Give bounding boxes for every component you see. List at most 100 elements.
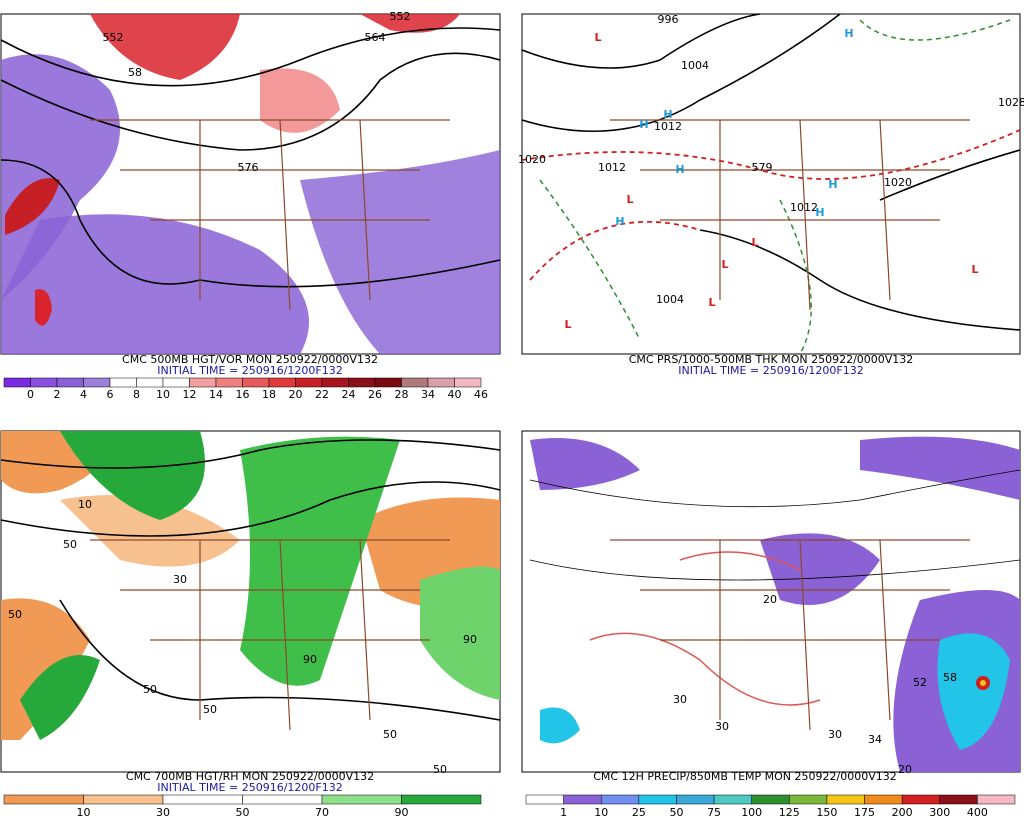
colorbar-label: 40: [448, 388, 462, 401]
contour-label: 10: [78, 498, 92, 511]
contour-label: 1020: [518, 153, 546, 166]
contour-label: 30: [673, 693, 687, 706]
colorbar-swatch: [321, 377, 349, 388]
colorbar-swatch: [162, 377, 190, 388]
colorbar-label: 6: [107, 388, 114, 401]
contour-label: 579: [752, 161, 773, 174]
contour-label: 50: [8, 608, 22, 621]
colorbar-label: 26: [368, 388, 382, 401]
high-marker: H: [675, 163, 684, 176]
colorbar-label: 30: [156, 806, 170, 819]
colorbar-swatch: [189, 377, 217, 388]
colorbar-swatch: [268, 377, 296, 388]
high-marker: H: [639, 118, 648, 131]
colorbar-swatch: [638, 794, 677, 805]
colorbar-label: 16: [236, 388, 250, 401]
high-marker: H: [815, 206, 824, 219]
colorbar-swatch: [242, 377, 270, 388]
colorbar-swatch: [401, 377, 429, 388]
colorbar-label: 10: [594, 806, 608, 819]
map-precip: [521, 430, 1021, 773]
map-pressure: [521, 13, 1021, 355]
colorbar-swatch: [826, 794, 865, 805]
contour-label: 996: [658, 13, 679, 26]
contour-label: 1004: [656, 293, 684, 306]
labels: CMC 500MB HGT/VOR MON 250922/0000V132 INI…: [3, 10, 1024, 819]
colorbar-swatch: [454, 377, 482, 388]
colorbar-label: 125: [779, 806, 800, 819]
contour-label: 20: [763, 593, 777, 606]
colorbar-swatch: [30, 377, 58, 388]
contour-label: 50: [63, 538, 77, 551]
colorbar-swatch: [374, 377, 402, 388]
colorbar-label: 10: [156, 388, 170, 401]
colorbar-label: 10: [77, 806, 91, 819]
caption: CMC 500MB HGT/VOR MON 250922/0000V132: [122, 353, 378, 366]
colorbar-swatch: [600, 794, 640, 805]
high-marker: H: [663, 108, 672, 121]
high-marker: H: [615, 215, 624, 228]
colorbar-swatch: [977, 794, 1016, 805]
contour-label: 552: [103, 31, 124, 44]
contour-label: 30: [173, 573, 187, 586]
colorbar-label: 150: [816, 806, 837, 819]
colorbar-label: 300: [929, 806, 950, 819]
low-marker: L: [721, 258, 728, 271]
colorbar-swatch: [939, 794, 978, 805]
colorbar-swatch: [525, 794, 564, 805]
contour-label: 50: [433, 763, 447, 776]
colorbar-swatch: [109, 377, 137, 388]
colorbar-label: 50: [236, 806, 250, 819]
contour-label: 52: [913, 676, 927, 689]
colorbar-swatch: [563, 794, 602, 805]
contour-label: 552: [390, 10, 411, 23]
colorbar-label: 200: [892, 806, 913, 819]
colorbar-swatch: [864, 794, 903, 805]
colorbar-label: 12: [183, 388, 197, 401]
caption: CMC 12H PRECIP/850MB TEMP MON 250922/000…: [593, 770, 897, 783]
colorbar-swatch: [56, 377, 84, 388]
initial-time: INITIAL TIME = 250916/1200F132: [678, 364, 863, 377]
initial-time: INITIAL TIME = 250916/1200F132: [157, 781, 342, 794]
colorbar-label: 90: [395, 806, 409, 819]
contour-label: 20: [898, 763, 912, 776]
contour-label: 30: [715, 720, 729, 733]
colorbar-swatch: [83, 794, 164, 805]
low-marker: L: [708, 296, 715, 309]
colorbar-label: 1: [560, 806, 567, 819]
colorbar-label: 20: [289, 388, 303, 401]
contour-label: 58: [128, 66, 142, 79]
colorbar-swatch: [321, 794, 402, 805]
colorbar-label: 22: [315, 388, 329, 401]
contour-label: 50: [143, 683, 157, 696]
contour-label: 1012: [598, 161, 626, 174]
map-humidity: [0, 430, 501, 773]
colorbar-label: 14: [209, 388, 223, 401]
colorbar-swatch: [295, 377, 323, 388]
colorbar-label: 46: [474, 388, 488, 401]
colorbar-label: 400: [967, 806, 988, 819]
contour-label: 58: [943, 671, 957, 684]
colorbar-swatch: [751, 794, 790, 805]
contour-label: 1004: [681, 59, 709, 72]
contour-label: 576: [238, 161, 259, 174]
colorbar-label: 2: [54, 388, 61, 401]
colorbar-label: 8: [133, 388, 140, 401]
colorbar-swatch: [789, 794, 828, 805]
low-marker: L: [751, 236, 758, 249]
colorbar-label: 25: [632, 806, 646, 819]
low-marker: L: [594, 31, 601, 44]
low-marker: L: [564, 318, 571, 331]
colorbar-swatch: [348, 377, 376, 388]
high-marker: H: [844, 27, 853, 40]
colorbar-label: 28: [395, 388, 409, 401]
contour-label: 1028: [998, 96, 1024, 109]
colorbar-label: 100: [741, 806, 762, 819]
contour-label: 1012: [790, 201, 818, 214]
colorbar-label: 4: [80, 388, 87, 401]
colorbar-swatch: [676, 794, 715, 805]
colorbar-label: 75: [707, 806, 721, 819]
colorbar-swatch: [401, 794, 482, 805]
caption: CMC PRS/1000-500MB THK MON 250922/0000V1…: [629, 353, 914, 366]
